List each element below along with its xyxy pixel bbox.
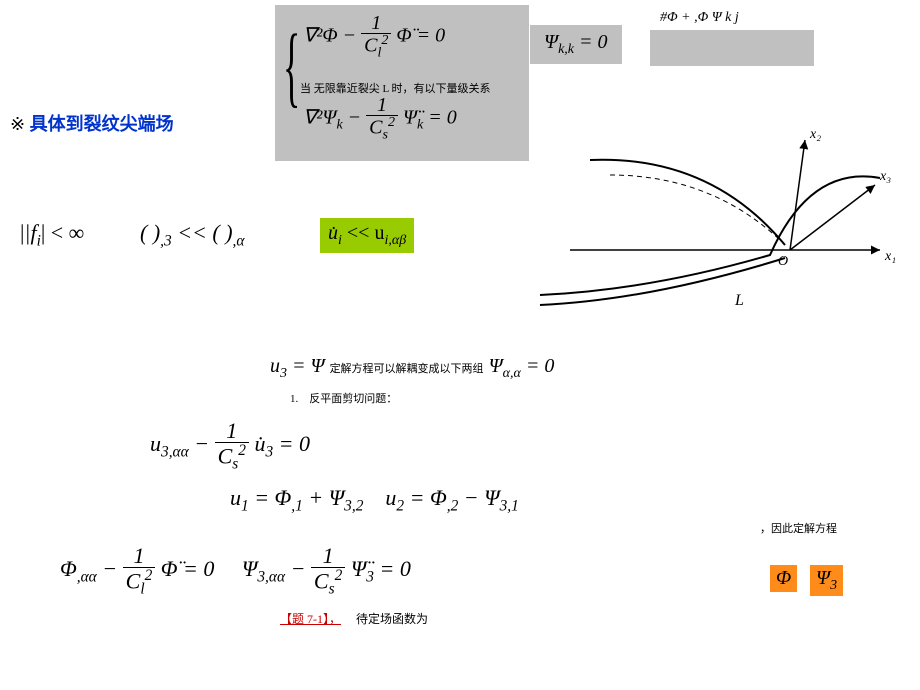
- svg-text:x₂: x₂: [809, 127, 821, 142]
- psi3-sub: 3,αα: [257, 569, 285, 586]
- eq2-frac-top: 1: [366, 95, 398, 116]
- u3aa-right-sub: 3: [265, 444, 273, 461]
- phi-frac-bot: C: [126, 568, 141, 593]
- psi3-frac-bot: C: [314, 568, 329, 593]
- u3-end-sub: α,α: [503, 366, 521, 381]
- cond1-left: |f: [24, 220, 36, 245]
- gray-annotation: 当 无限靠近裂尖 L 时，有以下量级关系: [300, 80, 491, 96]
- u3aa-eq: u3,αα − 1 Cs2 u̇3 = 0: [150, 420, 310, 472]
- crack-diagram: x₂ x₃ x₁ O L: [510, 120, 910, 320]
- phi-sub: ,αα: [77, 569, 97, 586]
- phi-mid: −: [97, 556, 123, 581]
- cond2: ( ),3 << ( ),α: [140, 220, 244, 250]
- eq2-end: Ψ̈: [403, 106, 417, 128]
- svg-text:O: O: [778, 254, 788, 269]
- section-bullet: ※ 具体到裂纹尖端场: [10, 110, 174, 136]
- phi-right: Φ̈ = 0: [161, 556, 215, 581]
- eq2-left: ∇²Ψ: [303, 106, 336, 128]
- green-left: u̇: [328, 222, 338, 244]
- gray-strip-right: [650, 30, 814, 66]
- phi-psi-eq: Φ,αα − 1 Cl2 Φ̈ = 0 Ψ3,αα − 1 Cs2 Ψ̈3 = …: [60, 545, 411, 597]
- top-right-fragment: #Φ + ,Φ Ψ k j: [660, 10, 739, 26]
- psi3-frac-top: 1: [311, 545, 345, 568]
- u3-final: = 0: [521, 355, 555, 377]
- eq1-frac-top: 1: [361, 13, 391, 34]
- svg-text:x₃: x₃: [879, 169, 891, 184]
- green-mid: << u: [342, 222, 385, 244]
- psi3-end: = 0: [374, 556, 411, 581]
- eq1-frac-sup: 2: [381, 33, 388, 48]
- anti-plane-label: 1. 反平面剪切问题：: [290, 390, 397, 406]
- eq2-frac-bot: C: [369, 117, 382, 139]
- phi-frac-sup: 2: [145, 567, 153, 584]
- eq1-left: ∇²Φ −: [303, 24, 356, 46]
- bottom-ref-row: 【题 7-1】， 待定场函数为: [280, 610, 428, 627]
- phi-left: Φ: [60, 556, 77, 581]
- psi-kk-sub: k,k: [558, 42, 574, 57]
- u3aa-right: u̇: [254, 431, 265, 456]
- eq2-frac-sup: 2: [388, 115, 395, 130]
- u3aa-frac-sup: 2: [238, 442, 246, 459]
- bottom-text: 待定场函数为: [344, 612, 428, 626]
- green-box: u̇i << ui,αβ: [320, 218, 414, 253]
- psi-kk: Ψ: [544, 31, 558, 53]
- bullet-text: 具体到裂纹尖端场: [30, 114, 174, 134]
- orange-phi: Φ: [770, 565, 797, 592]
- orange-psi3: Ψ3: [810, 565, 843, 596]
- u3aa-mid: −: [189, 431, 215, 456]
- eq2-final: = 0: [423, 106, 457, 128]
- green-sub2: i,αβ: [384, 233, 406, 248]
- right-note: ，因此定解方程: [760, 520, 837, 536]
- psi3-right-sub: 3: [366, 569, 374, 586]
- u3aa-end: = 0: [273, 431, 310, 456]
- eq1-right: Φ̈ = 0: [396, 24, 445, 46]
- bullet-marker: ※: [10, 114, 25, 134]
- u3aa-frac-top: 1: [215, 420, 249, 443]
- svg-text:L: L: [734, 292, 744, 309]
- u3-annotation: 定解方程可以解耦变成以下两组: [330, 363, 484, 375]
- u3aa-sub: 3,αα: [161, 444, 189, 461]
- psi-kk-end: = 0: [574, 31, 608, 53]
- psi3-mid: −: [285, 556, 311, 581]
- bottom-ref: 【题 7-1】，: [280, 612, 341, 626]
- eq2-right: −: [343, 106, 362, 128]
- u3aa-left: u: [150, 431, 161, 456]
- u3-eq: u3 = Ψ 定解方程可以解耦变成以下两组 Ψα,α = 0: [270, 355, 554, 382]
- cond1: ||fi| < ∞: [20, 220, 84, 250]
- eq1-frac-bot: C: [364, 35, 377, 57]
- gray-box-side: Ψk,k = 0: [530, 25, 622, 64]
- phi-frac-top: 1: [123, 545, 156, 568]
- gray-box-main: { ∇²Φ − 1 Cl2 Φ̈ = 0 当 无限靠近裂尖 L 时，有以下量级关…: [275, 5, 529, 161]
- psi3-frac-sup: 2: [335, 567, 343, 584]
- svg-text:x₁: x₁: [884, 249, 896, 264]
- psi3-left: Ψ: [242, 556, 257, 581]
- psi3-right: Ψ̈: [351, 556, 366, 581]
- u1-u2-eq: u1 = Φ,1 + Ψ3,2 u2 = Φ,2 − Ψ3,1: [230, 485, 519, 515]
- u3aa-frac-bot: C: [218, 443, 233, 468]
